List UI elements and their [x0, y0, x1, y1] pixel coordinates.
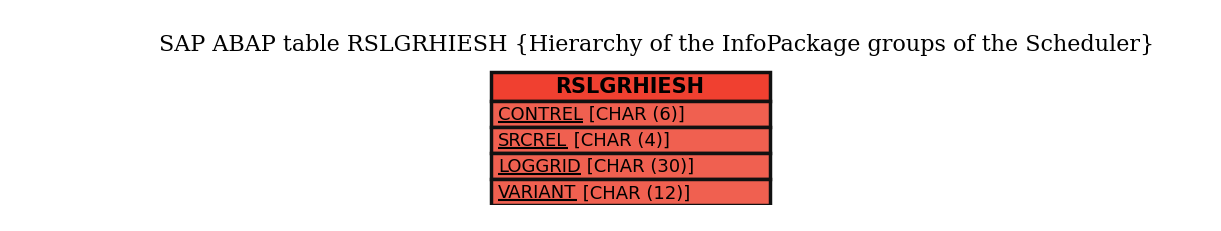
- Text: [CHAR (12)]: [CHAR (12)]: [576, 184, 690, 201]
- Bar: [491, 179, 769, 206]
- Text: RSLGRHIESH: RSLGRHIESH: [556, 77, 705, 97]
- Text: SAP ABAP table RSLGRHIESH {Hierarchy of the InfoPackage groups of the Scheduler}: SAP ABAP table RSLGRHIESH {Hierarchy of …: [159, 34, 1154, 56]
- Text: CONTREL: CONTREL: [498, 105, 584, 123]
- Bar: [491, 101, 769, 127]
- Bar: [491, 127, 769, 153]
- Bar: [491, 72, 769, 101]
- Text: [CHAR (4)]: [CHAR (4)]: [568, 131, 669, 149]
- Text: SRCREL: SRCREL: [498, 131, 568, 149]
- Text: LOGGRID: LOGGRID: [498, 158, 581, 176]
- Text: VARIANT: VARIANT: [498, 184, 576, 201]
- Text: [CHAR (6)]: [CHAR (6)]: [584, 105, 685, 123]
- Text: [CHAR (30)]: [CHAR (30)]: [581, 158, 695, 176]
- Bar: [491, 153, 769, 179]
